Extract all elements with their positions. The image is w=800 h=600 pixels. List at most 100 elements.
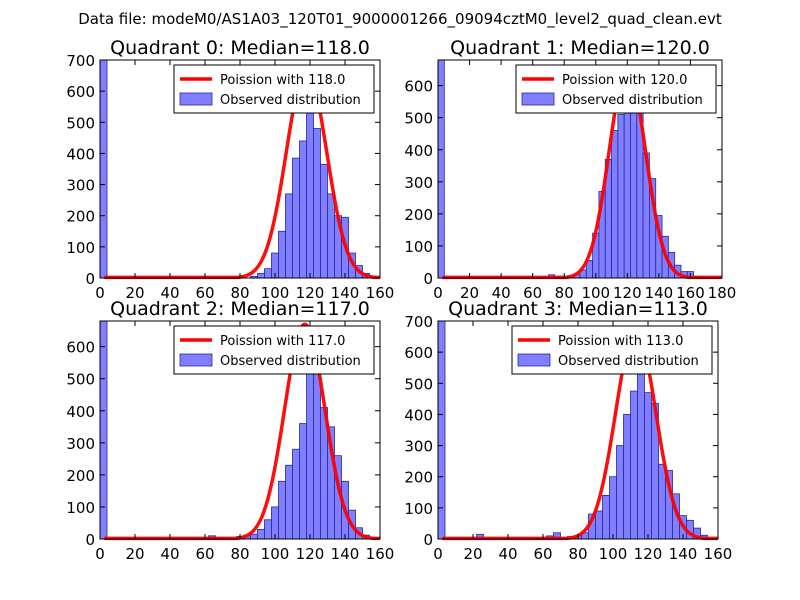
x-tick-label: 0	[95, 545, 105, 563]
y-tick-label: 400	[66, 403, 95, 421]
x-tick-label: 20	[463, 545, 482, 563]
histogram-bar	[617, 114, 625, 279]
legend-label-observed: Observed distribution	[558, 354, 699, 369]
histogram-bar	[299, 423, 307, 540]
y-tick-label: 300	[66, 177, 95, 195]
x-tick-label: 140	[669, 545, 698, 563]
subplot-title: Quadrant 0: Median=118.0	[110, 37, 370, 59]
histogram-bar	[313, 128, 321, 279]
x-tick-label: 80	[555, 284, 574, 302]
histogram-bar	[264, 519, 272, 540]
histogram-bar	[658, 463, 666, 540]
histogram-bar	[644, 392, 652, 540]
histogram-bar	[623, 414, 631, 540]
histogram-bar	[327, 193, 335, 279]
y-tick-label: 400	[404, 142, 433, 160]
x-tick-label: 40	[160, 284, 179, 302]
poisson-curve	[103, 67, 381, 280]
histogram-bar	[99, 59, 108, 279]
y-tick-label: 200	[66, 467, 95, 485]
y-tick-label: 500	[404, 375, 433, 393]
histogram-bar	[285, 464, 293, 540]
y-tick-label: 300	[66, 435, 95, 453]
histogram-bar	[250, 533, 258, 540]
y-tick-label: 300	[404, 438, 433, 456]
legend-label-observed: Observed distribution	[220, 93, 361, 108]
histogram-bar	[99, 320, 108, 540]
x-tick-label: 60	[523, 284, 542, 302]
x-tick-label: 80	[568, 545, 587, 563]
y-tick-label: 500	[404, 110, 433, 128]
histogram-bar	[292, 157, 300, 279]
x-tick-label: 40	[160, 545, 179, 563]
histogram-bar	[630, 390, 638, 540]
x-tick-label: 0	[433, 284, 443, 302]
y-tick-label: 100	[404, 500, 433, 518]
histogram-bar	[306, 370, 314, 540]
x-tick-label: 20	[460, 284, 479, 302]
y-tick-label: 200	[404, 206, 433, 224]
y-tick-label: 600	[66, 339, 95, 357]
y-tick-label: 200	[404, 469, 433, 487]
x-tick-label: 80	[230, 545, 249, 563]
y-tick-label: 100	[66, 239, 95, 257]
x-tick-label: 160	[366, 545, 395, 563]
histogram-bar	[313, 370, 321, 540]
figure-suptitle: Data file: modeM0/AS1A03_120T01_90000012…	[78, 10, 722, 29]
y-tick-label: 500	[66, 114, 95, 132]
histogram-bar	[595, 510, 603, 540]
legend-label-observed: Observed distribution	[220, 354, 361, 369]
histogram-bar	[616, 445, 624, 540]
histogram-bar	[264, 268, 272, 279]
x-tick-label: 100	[261, 284, 290, 302]
legend-label-poisson: Poission with 113.0	[558, 334, 683, 349]
legend: Poission with 120.0 Observed distribution	[515, 64, 717, 114]
poisson-curve	[441, 328, 719, 541]
y-tick-label: 0	[423, 270, 433, 288]
histogram-bar	[299, 140, 307, 279]
x-tick-label: 120	[634, 545, 663, 563]
legend-label-poisson: Poission with 118.0	[220, 73, 345, 88]
x-tick-label: 160	[704, 545, 733, 563]
subplot-title: Quadrant 1: Median=120.0	[450, 37, 710, 59]
x-tick-label: 140	[645, 284, 674, 302]
subplot-title: Quadrant 3: Median=113.0	[448, 298, 708, 320]
legend-bar-swatch	[517, 353, 551, 367]
x-tick-label: 140	[331, 545, 360, 563]
y-tick-label: 400	[404, 406, 433, 424]
x-tick-label: 80	[230, 284, 249, 302]
subplot-title: Quadrant 2: Median=117.0	[110, 298, 370, 320]
x-tick-label: 0	[433, 545, 443, 563]
poisson-curve	[103, 322, 381, 541]
histogram-bar	[278, 230, 286, 279]
x-tick-label: 20	[125, 284, 144, 302]
legend-label-poisson: Poission with 117.0	[220, 334, 345, 349]
legend-bar-swatch	[521, 92, 555, 106]
y-tick-label: 0	[423, 531, 433, 549]
y-tick-label: 400	[66, 145, 95, 163]
y-tick-label: 200	[66, 208, 95, 226]
histogram-bar	[437, 59, 445, 279]
x-tick-label: 120	[613, 284, 642, 302]
y-tick-label: 600	[404, 78, 433, 96]
histogram-bar	[320, 163, 328, 279]
histogram-bar	[637, 361, 645, 540]
histogram-bar	[611, 130, 619, 279]
x-tick-label: 120	[296, 545, 325, 563]
x-tick-label: 0	[95, 284, 105, 302]
quadrant-3-panel: 0 20 40 60 80 100 120 140 160 0 100 200 300 400 500 600…	[404, 298, 732, 563]
y-tick-label: 500	[66, 371, 95, 389]
legend-label-observed: Observed distribution	[562, 93, 703, 108]
histogram-bar	[437, 320, 446, 540]
y-tick-label: 700	[404, 313, 433, 331]
histogram-bar	[278, 480, 286, 540]
x-tick-label: 60	[195, 545, 214, 563]
y-tick-label: 700	[66, 52, 95, 70]
histogram-bar	[257, 272, 265, 279]
quadrant-0-panel: 0 20 40 60 80 100 120 140 160 0 100 200 300 400 500 600…	[66, 37, 394, 302]
y-tick-label: 300	[404, 174, 433, 192]
legend-label-poisson: Poission with 120.0	[562, 73, 687, 88]
histogram-bar	[609, 476, 617, 540]
quadrant-1-panel: 0 20 40 60 80 100 120 140 160 1800100200300400500…	[404, 37, 736, 302]
x-tick-label: 140	[331, 284, 360, 302]
